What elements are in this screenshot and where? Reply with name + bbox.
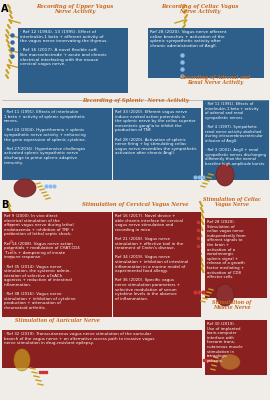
Text: Stimulation of Cervical Vagus Nerve: Stimulation of Cervical Vagus Nerve [82, 202, 188, 207]
Text: Ref 28 (2020). Vagus nerve afferent
celiac branches + activation of the
splenic : Ref 28 (2020). Vagus nerve afferent celi… [150, 30, 226, 48]
Text: Recording of Upper Vagus
Nerve Activity: Recording of Upper Vagus Nerve Activity [36, 4, 114, 14]
Bar [113, 108, 201, 180]
Bar [113, 212, 201, 317]
Text: Ref 30 (2019).
Use of implanted
brain-computer
interface with
forearm trans-
cut: Ref 30 (2019). Use of implanted brain-co… [207, 322, 243, 363]
Ellipse shape [216, 164, 234, 186]
Ellipse shape [216, 284, 234, 306]
Bar [2, 212, 112, 317]
Text: Recording of Celiac Vagus
Nerve Activity: Recording of Celiac Vagus Nerve Activity [161, 4, 239, 14]
Bar [2, 330, 202, 368]
Text: Ref 16 (2017). Novel device +
able chronic interface for cervical
vagus nerve st: Ref 16 (2017). Novel device + able chron… [115, 214, 188, 301]
Bar [2, 108, 112, 180]
Bar [205, 218, 267, 298]
Text: Ref 28 (2020).
Stimulation of
celiac vagus nerve
independently from
afferent sig: Ref 28 (2020). Stimulation of celiac vag… [207, 220, 246, 279]
Bar [18, 28, 128, 93]
Text: A: A [1, 4, 8, 14]
Bar [205, 320, 267, 375]
Ellipse shape [14, 349, 30, 371]
Text: Recording of Adrenal and
Renal Nerve Activity: Recording of Adrenal and Renal Nerve Act… [180, 74, 250, 85]
Text: Ref 33 (2020). Efferent vagus nerve
induce evoked action potentials in
the splen: Ref 33 (2020). Efferent vagus nerve indu… [115, 110, 197, 155]
Text: Stimulation of Celiac
Vagus Nerve: Stimulation of Celiac Vagus Nerve [203, 196, 261, 207]
Text: B: B [1, 200, 8, 210]
Text: Stimulation of
Muscle Nerve: Stimulation of Muscle Nerve [212, 300, 252, 310]
Text: Ref 9 (2000). In vivo direct
electrical stimulation of the
afferent vagus nerve : Ref 9 (2000). In vivo direct electrical … [4, 214, 80, 310]
Text: · Ref 12 (1994)- 13 (1995). Effect of
interleukin-1 beta + afferent activity of
: · Ref 12 (1994)- 13 (1995). Effect of in… [20, 30, 108, 66]
Text: Recording of Splenic  Nerve Activity: Recording of Splenic Nerve Activity [82, 98, 188, 103]
Ellipse shape [14, 179, 36, 197]
Text: · Ref 11 (1991). Effects of interleukin
1 beta + activity of splenic sympathetic: · Ref 11 (1991). Effects of interleukin … [4, 110, 86, 165]
Bar [203, 100, 269, 180]
Ellipse shape [220, 354, 240, 370]
Bar [148, 28, 264, 78]
Text: · Ref 11 (1991). Effects of
interleukin-1 beta + activity
of adrenal and renal
s: · Ref 11 (1991). Effects of interleukin-… [205, 102, 266, 166]
Text: Stimulation of Auricular Nerve: Stimulation of Auricular Nerve [15, 318, 99, 323]
Text: · Ref 32 (2019). Transcutaneous vagus nerve stimulation of the auricular
branch : · Ref 32 (2019). Transcutaneous vagus ne… [4, 332, 154, 345]
